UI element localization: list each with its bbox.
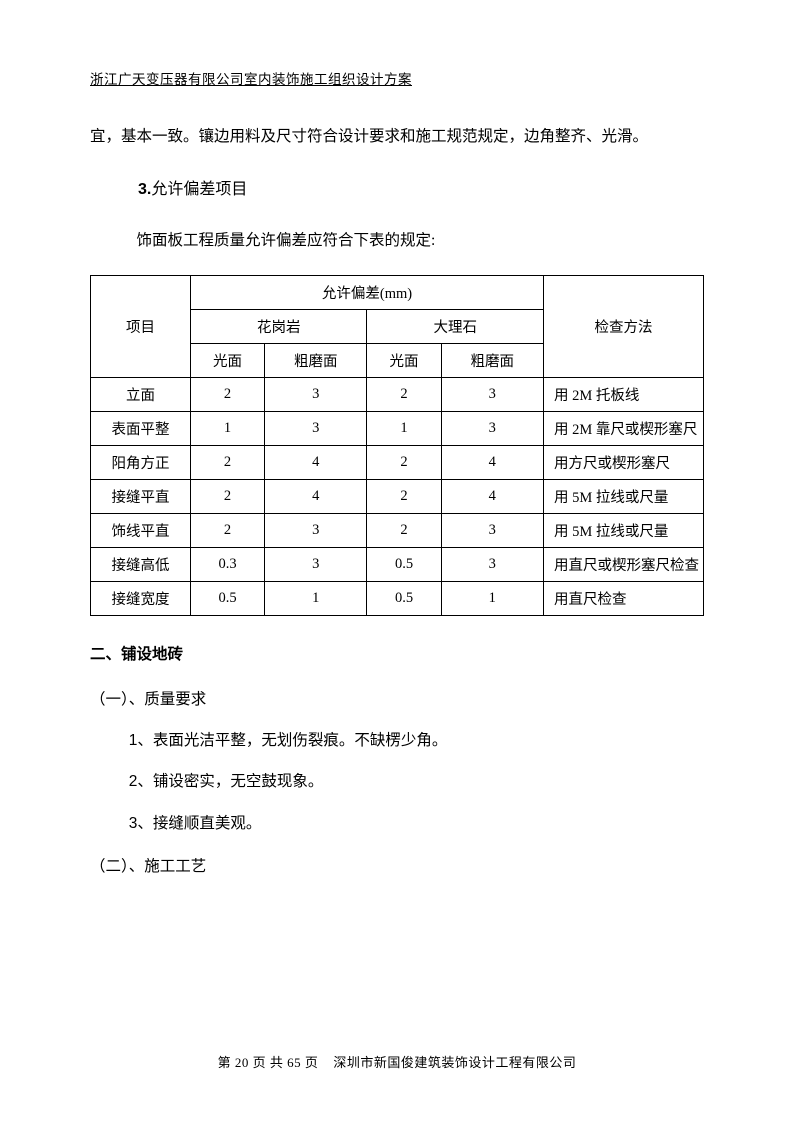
header-marble: 大理石	[367, 309, 544, 343]
cell-v3: 2	[367, 377, 441, 411]
table-row: 接缝平直 2 4 2 4 用 5M 拉线或尺量	[91, 479, 704, 513]
cell-v1: 2	[191, 377, 265, 411]
cell-method: 用直尺检查	[544, 581, 704, 615]
cell-item: 立面	[91, 377, 191, 411]
table-intro: 饰面板工程质量允许偏差应符合下表的规定:	[90, 222, 704, 259]
cell-v4: 1	[441, 581, 543, 615]
page-footer: 第 20 页 共 65 页 深圳市新国俊建筑装饰设计工程有限公司	[0, 1052, 794, 1071]
cell-method: 用 2M 靠尺或楔形塞尺	[544, 411, 704, 445]
cell-item: 表面平整	[91, 411, 191, 445]
cell-v1: 2	[191, 513, 265, 547]
cell-v2: 4	[265, 445, 367, 479]
cell-item: 接缝平直	[91, 479, 191, 513]
table-row: 立面 2 3 2 3 用 2M 托板线	[91, 377, 704, 411]
cell-item: 接缝高低	[91, 547, 191, 581]
heading-2: 二、铺设地砖	[90, 636, 704, 673]
section-title: 允许偏差项目	[151, 181, 247, 198]
list-item: 3、接缝顺直美观。	[90, 805, 704, 842]
cell-v1: 2	[191, 445, 265, 479]
footer-company: 深圳市新国俊建筑装饰设计工程有限公司	[333, 1055, 576, 1070]
cell-v3: 2	[367, 513, 441, 547]
cell-v1: 2	[191, 479, 265, 513]
table-row: 饰线平直 2 3 2 3 用 5M 拉线或尺量	[91, 513, 704, 547]
cell-v2: 1	[265, 581, 367, 615]
table-row: 接缝高低 0.3 3 0.5 3 用直尺或楔形塞尺检查	[91, 547, 704, 581]
cell-v4: 3	[441, 547, 543, 581]
header-method: 检查方法	[544, 275, 704, 377]
header-granite: 花岗岩	[191, 309, 367, 343]
cell-v3: 2	[367, 445, 441, 479]
cell-v1: 1	[191, 411, 265, 445]
header-rough-1: 粗磨面	[265, 343, 367, 377]
cell-v1: 0.5	[191, 581, 265, 615]
cell-method: 用方尺或楔形塞尺	[544, 445, 704, 479]
cell-v4: 3	[441, 513, 543, 547]
item-text: 、接缝顺直美观。	[137, 815, 261, 832]
cell-item: 饰线平直	[91, 513, 191, 547]
cell-v2: 4	[265, 479, 367, 513]
cell-v3: 0.5	[367, 581, 441, 615]
page-header: 浙江广天变压器有限公司室内装饰施工组织设计方案	[90, 68, 704, 90]
list-item: 2、铺设密实，无空鼓现象。	[90, 763, 704, 800]
cell-v3: 0.5	[367, 547, 441, 581]
cell-v2: 3	[265, 377, 367, 411]
cell-v4: 4	[441, 445, 543, 479]
cell-item: 接缝宽度	[91, 581, 191, 615]
footer-page: 第 20 页 共 65 页	[218, 1055, 319, 1070]
cell-v3: 2	[367, 479, 441, 513]
cell-method: 用 5M 拉线或尺量	[544, 513, 704, 547]
header-smooth-2: 光面	[367, 343, 441, 377]
table-row: 表面平整 1 3 1 3 用 2M 靠尺或楔形塞尺	[91, 411, 704, 445]
cell-v4: 3	[441, 377, 543, 411]
header-tolerance: 允许偏差(mm)	[191, 275, 544, 309]
cell-v4: 4	[441, 479, 543, 513]
sub-heading-1: （一）、质量要求	[90, 681, 704, 718]
section-number: 3.	[138, 181, 151, 198]
cell-method: 用 5M 拉线或尺量	[544, 479, 704, 513]
tolerance-table: 项目 允许偏差(mm) 检查方法 花岗岩 大理石 光面 粗磨面 光面 粗磨面 立…	[90, 275, 704, 616]
paragraph-continuation: 宜，基本一致。镶边用料及尺寸符合设计要求和施工规范规定，边角整齐、光滑。	[90, 118, 704, 155]
cell-v3: 1	[367, 411, 441, 445]
item-text: 、铺设密实，无空鼓现象。	[137, 773, 323, 790]
table-row: 阳角方正 2 4 2 4 用方尺或楔形塞尺	[91, 445, 704, 479]
cell-v4: 3	[441, 411, 543, 445]
header-rough-2: 粗磨面	[441, 343, 543, 377]
sub-heading-2: （二）、施工工艺	[90, 848, 704, 885]
table-header-row-1: 项目 允许偏差(mm) 检查方法	[91, 275, 704, 309]
cell-v1: 0.3	[191, 547, 265, 581]
cell-method: 用 2M 托板线	[544, 377, 704, 411]
section-3-heading: 3.允许偏差项目	[90, 171, 704, 209]
header-smooth-1: 光面	[191, 343, 265, 377]
header-item: 项目	[91, 275, 191, 377]
cell-item: 阳角方正	[91, 445, 191, 479]
cell-method: 用直尺或楔形塞尺检查	[544, 547, 704, 581]
cell-v2: 3	[265, 547, 367, 581]
cell-v2: 3	[265, 411, 367, 445]
cell-v2: 3	[265, 513, 367, 547]
table-row: 接缝宽度 0.5 1 0.5 1 用直尺检查	[91, 581, 704, 615]
item-text: 、表面光洁平整，无划伤裂痕。不缺楞少角。	[137, 732, 447, 749]
list-item: 1、表面光洁平整，无划伤裂痕。不缺楞少角。	[90, 722, 704, 759]
